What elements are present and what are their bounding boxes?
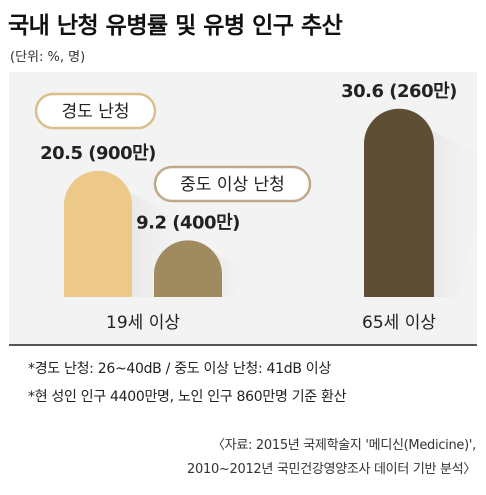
legend-mild-label: 경도 난청 xyxy=(62,102,130,122)
data-label-65plus: 30.6 (260만) xyxy=(341,81,457,102)
category-label-65plus: 65세 이상 xyxy=(362,313,436,333)
source-line-1: 〈자료: 2015년 국제학술지 '메디신(Medicine)', xyxy=(211,438,476,453)
legend-badge-moderate: 중도 이상 난청 xyxy=(153,165,312,203)
footnote-population-basis: *현 성인 인구 4400만명, 노인 인구 860만명 기준 환산 xyxy=(28,389,347,405)
data-label-19plus-moderate: 9.2 (400만) xyxy=(136,212,240,233)
bar-65plus xyxy=(364,108,434,297)
unit-label: (단위: %, 명) xyxy=(10,50,86,65)
bar-19plus-mild xyxy=(64,170,132,297)
chart-panel: 경도 난청 중도 이상 난청 20.5 (900만) 9.2 (400만) 30… xyxy=(9,72,477,344)
source-line-2: 2010~2012년 국민건강영양조사 데이터 기반 분석〉 xyxy=(187,462,476,477)
footnote-definition: *경도 난청: 26~40dB / 중도 이상 난청: 41dB 이상 xyxy=(28,361,331,377)
divider-line xyxy=(9,344,477,346)
legend-moderate-label: 중도 이상 난청 xyxy=(180,175,285,195)
data-label-19plus-mild: 20.5 (900만) xyxy=(40,143,156,164)
category-label-19plus: 19세 이상 xyxy=(106,313,180,333)
bar-19plus-moderate xyxy=(154,240,222,297)
bar-chart: 경도 난청 중도 이상 난청 20.5 (900만) 9.2 (400만) 30… xyxy=(34,81,477,333)
chart-title: 국내 난청 유병률 및 유병 인구 추산 xyxy=(8,13,343,39)
legend-badge-mild: 경도 난청 xyxy=(34,92,157,130)
